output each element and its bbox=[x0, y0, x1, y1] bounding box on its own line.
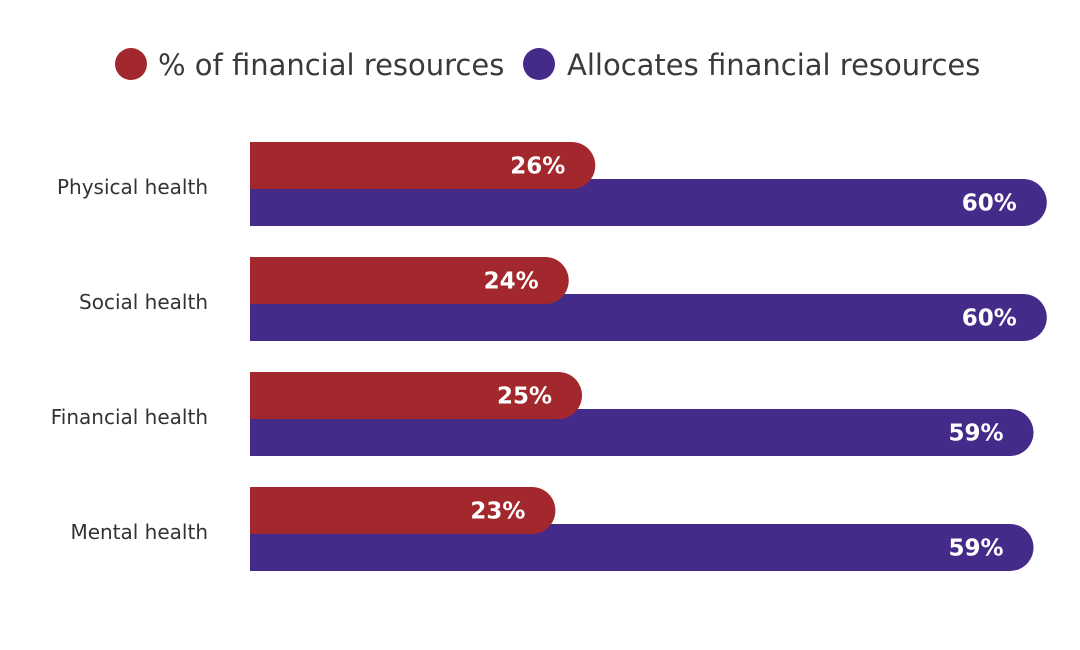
bar-physical-health-percent bbox=[250, 142, 596, 189]
bar-mental-health-allocates bbox=[250, 524, 1034, 571]
bar-social-health-percent bbox=[250, 257, 569, 304]
value-label-mental-health-allocates: 59% bbox=[948, 536, 1003, 562]
value-label-financial-health-percent: 25% bbox=[497, 384, 552, 410]
legend-swatch-red bbox=[115, 48, 147, 80]
category-label-social-health: Social health bbox=[79, 290, 208, 314]
bar-physical-health-allocates bbox=[250, 179, 1047, 226]
bar-mental-health-percent bbox=[250, 487, 556, 534]
value-label-social-health-percent: 24% bbox=[484, 269, 539, 295]
value-label-social-health-allocates: 60% bbox=[962, 306, 1017, 332]
bar-financial-health-percent bbox=[250, 372, 582, 419]
legend-label-allocates: Allocates financial resources bbox=[567, 48, 980, 82]
bar-social-health-allocates bbox=[250, 294, 1047, 341]
legend-swatch-purple bbox=[523, 48, 555, 80]
value-label-mental-health-percent: 23% bbox=[470, 499, 525, 525]
value-label-physical-health-percent: 26% bbox=[510, 154, 565, 180]
category-label-mental-health: Mental health bbox=[70, 520, 208, 544]
category-label-physical-health: Physical health bbox=[57, 175, 208, 199]
legend-label-percent: % of financial resources bbox=[158, 48, 504, 82]
value-label-physical-health-allocates: 60% bbox=[962, 191, 1017, 217]
legend: % of financial resources Allocates finan… bbox=[115, 48, 980, 82]
bars-group: Physical health 60% 26% Social health 60% 24%… bbox=[51, 142, 1047, 571]
category-label-financial-health: Financial health bbox=[51, 405, 208, 429]
value-label-financial-health-allocates: 59% bbox=[948, 421, 1003, 447]
bar-financial-health-allocates bbox=[250, 409, 1034, 456]
